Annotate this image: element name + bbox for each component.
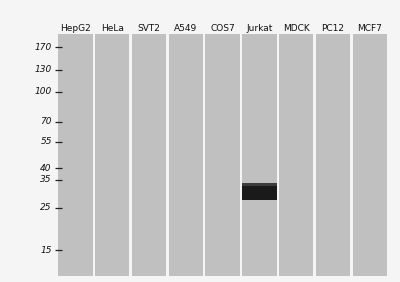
Text: PC12: PC12: [322, 24, 344, 33]
Text: 130: 130: [34, 65, 52, 74]
Bar: [316, 34, 350, 276]
Text: HepG2: HepG2: [60, 24, 91, 33]
Text: MDCK: MDCK: [283, 24, 310, 33]
Bar: [352, 34, 387, 276]
Text: A549: A549: [174, 24, 197, 33]
Text: 35: 35: [40, 175, 52, 184]
Bar: [58, 34, 92, 276]
Text: 170: 170: [34, 43, 52, 52]
Bar: [95, 34, 129, 276]
Bar: [132, 34, 166, 276]
Bar: [242, 34, 276, 276]
Text: 55: 55: [40, 137, 52, 146]
Text: SVT2: SVT2: [138, 24, 160, 33]
Text: COS7: COS7: [210, 24, 235, 33]
Bar: [168, 34, 203, 276]
Bar: [205, 34, 240, 276]
Text: 70: 70: [40, 117, 52, 126]
Text: 15: 15: [40, 246, 52, 255]
Text: 40: 40: [40, 164, 52, 173]
Text: HeLa: HeLa: [101, 24, 124, 33]
Text: 25: 25: [40, 203, 52, 212]
Bar: [242, 183, 276, 200]
Text: 100: 100: [34, 87, 52, 96]
Text: MCF7: MCF7: [357, 24, 382, 33]
Bar: [242, 183, 276, 186]
Text: Jurkat: Jurkat: [246, 24, 272, 33]
Bar: [279, 34, 313, 276]
